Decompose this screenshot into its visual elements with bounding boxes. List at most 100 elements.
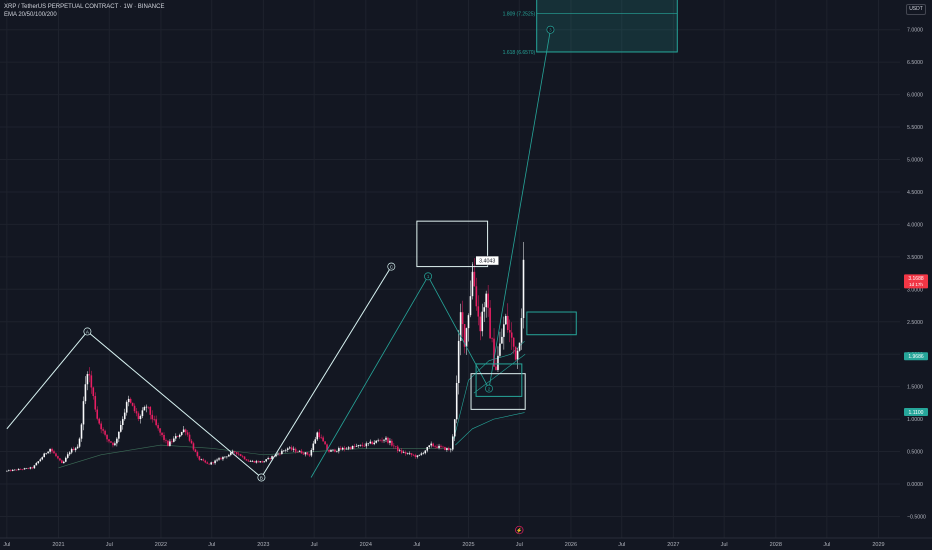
- candle-body: [377, 440, 379, 442]
- candle-body: [477, 306, 480, 317]
- candle-body: [501, 336, 503, 344]
- candle-body: [70, 449, 73, 453]
- candle-body: [176, 436, 179, 437]
- candle-body: [237, 453, 240, 455]
- candle-body: [86, 374, 89, 385]
- wave-line-a-b: [87, 331, 262, 478]
- candle-body: [361, 444, 364, 446]
- candle-body: [190, 440, 193, 444]
- candle-body: [163, 434, 165, 441]
- candle-body: [444, 446, 446, 450]
- candle-body: [355, 446, 358, 447]
- candle-body: [204, 460, 207, 463]
- candle-body: [479, 316, 482, 332]
- wave-label-c: C: [390, 264, 394, 269]
- candle-body: [123, 412, 126, 420]
- price-badge: [904, 352, 928, 361]
- candle-body: [508, 330, 511, 333]
- candle-body: [430, 443, 432, 446]
- candle-body: [428, 445, 431, 447]
- candle-body: [487, 293, 489, 308]
- candle-body: [116, 438, 118, 444]
- currency-button[interactable]: USDT: [906, 4, 926, 15]
- candle-body: [247, 460, 250, 462]
- candle-body: [277, 453, 279, 455]
- candle-body: [102, 429, 104, 431]
- candle-body: [506, 315, 509, 331]
- wave-label-circle-a: [83, 327, 92, 336]
- candle-body: [263, 461, 266, 463]
- candle-body: [55, 453, 57, 457]
- candle-body: [414, 455, 417, 457]
- price-tick-label: 5.0000: [907, 158, 923, 164]
- time-tick-label: 2024: [360, 542, 372, 548]
- candle-body: [404, 452, 407, 454]
- candle-body: [442, 446, 444, 448]
- candle-body: [233, 451, 236, 453]
- time-tick-label: 2021: [52, 542, 64, 548]
- candle-body: [196, 452, 199, 457]
- candle-body: [68, 452, 71, 455]
- candle-body: [450, 449, 452, 451]
- candle-body: [82, 401, 85, 425]
- candle-body: [491, 338, 493, 339]
- candle-body: [505, 315, 507, 325]
- candle-body: [495, 366, 497, 370]
- candle-body: [343, 447, 346, 450]
- candle-body: [145, 406, 148, 408]
- fib-target-box: [536, 0, 678, 53]
- candle-body: [135, 411, 138, 414]
- candle-body: [141, 410, 144, 417]
- candle-body: [8, 470, 10, 471]
- candle-body: [469, 296, 472, 316]
- candle-body: [224, 456, 226, 458]
- candle-body: [216, 459, 218, 461]
- candle-body: [371, 441, 374, 445]
- candle-body: [84, 384, 87, 402]
- candle-body: [395, 446, 397, 447]
- candle-body: [157, 425, 159, 429]
- candle-body: [400, 450, 403, 453]
- wave2-box-outer: [470, 373, 526, 410]
- support-box: [526, 311, 577, 336]
- candle-body: [31, 467, 34, 469]
- time-tick-label: 2023: [257, 542, 269, 548]
- candle-body: [396, 446, 399, 451]
- candle-body: [451, 436, 454, 450]
- candle-body: [72, 449, 75, 451]
- candle-body: [13, 469, 16, 471]
- candle-body: [300, 450, 303, 454]
- candle-body: [341, 447, 344, 450]
- candle-body: [80, 424, 83, 439]
- candle-body: [129, 398, 132, 403]
- candle-body: [61, 460, 63, 464]
- candle-body: [182, 429, 185, 433]
- candle-body: [267, 458, 269, 460]
- candle-body: [88, 374, 91, 376]
- candle-body: [214, 460, 216, 464]
- candle-body: [520, 318, 523, 343]
- candle-body: [489, 307, 491, 339]
- candle-body: [173, 438, 175, 442]
- wave-line-to-a: [6, 331, 88, 430]
- time-tick-label: 2022: [155, 542, 167, 548]
- candle-body: [385, 437, 387, 440]
- price-tick-label: 6.0000: [907, 93, 923, 99]
- candle-body: [412, 454, 415, 456]
- candle-body: [473, 271, 476, 287]
- price-badge-value: 1.1100: [909, 410, 924, 416]
- time-tick-label: 2026: [565, 542, 577, 548]
- candle-body: [165, 440, 167, 441]
- time-tick-label: 2029: [872, 542, 884, 548]
- candle-body: [47, 451, 49, 454]
- candle-body: [159, 428, 161, 433]
- candle-body: [147, 406, 150, 408]
- candle-body: [485, 293, 487, 308]
- candle-body: [320, 437, 322, 438]
- candle-body: [104, 430, 106, 435]
- candle-body: [25, 468, 28, 469]
- candle-body: [522, 259, 525, 319]
- candle-body: [43, 453, 45, 458]
